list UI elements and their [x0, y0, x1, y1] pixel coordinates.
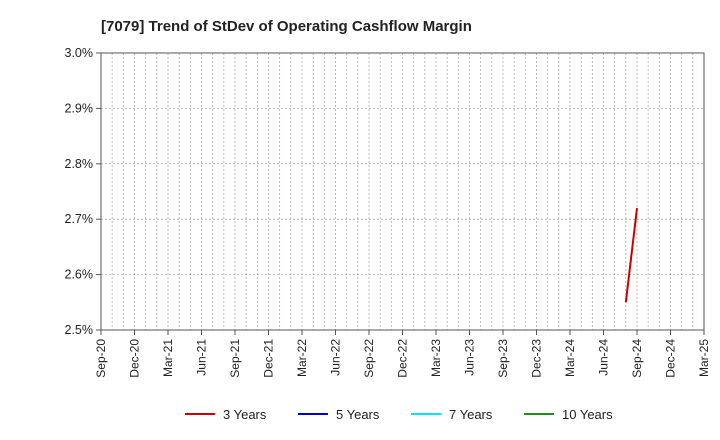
x-tick-label: Jun-21 [195, 339, 209, 376]
y-tick-label: 2.8% [65, 157, 94, 171]
y-tick-label: 2.9% [65, 101, 94, 115]
x-tick-label: Jun-24 [597, 339, 611, 376]
x-tick-label: Mar-21 [161, 339, 175, 377]
x-tick-label: Mar-24 [563, 339, 577, 377]
series-line [624, 208, 638, 303]
y-tick-label: 2.6% [65, 268, 94, 282]
x-tick-label: Jun-22 [329, 339, 343, 376]
legend-label: 7 Years [449, 407, 493, 422]
x-tick-label: Mar-23 [429, 339, 443, 377]
x-tick-label: Jun-23 [463, 339, 477, 376]
legend-label: 10 Years [562, 407, 613, 422]
x-tick-label: Dec-24 [664, 339, 678, 378]
x-axis: Sep-20 Dec-20 Mar-21 Jun-21 Sep-21 Dec-21 Mar-… [94, 330, 711, 378]
x-tick-label: Dec-23 [530, 339, 544, 378]
x-tick-label: Sep-21 [228, 339, 242, 378]
x-tick-label: Sep-24 [630, 339, 644, 378]
legend-label: 3 Years [223, 407, 267, 422]
legend: 3 Years 5 Years 7 Years 10 Years [185, 407, 613, 422]
y-tick-label: 2.5% [65, 323, 94, 337]
series-lines [624, 208, 638, 303]
legend-label: 5 Years [336, 407, 380, 422]
y-tick-label: 3.0% [65, 46, 94, 60]
grid [101, 53, 704, 330]
x-tick-label: Dec-21 [262, 339, 276, 378]
chart-title: [7079] Trend of StDev of Operating Cashf… [101, 18, 472, 35]
x-tick-label: Dec-20 [128, 339, 142, 378]
x-tick-label: Sep-23 [496, 339, 510, 378]
x-tick-label: Sep-22 [362, 339, 376, 378]
x-tick-label: Dec-22 [396, 339, 410, 378]
y-tick-label: 2.7% [65, 212, 94, 226]
y-axis: 2.5% 2.6% 2.7% 2.8% 2.9% 3.0% [65, 46, 101, 337]
x-tick-label: Mar-22 [295, 339, 309, 377]
x-tick-label: Sep-20 [94, 339, 108, 378]
x-tick-label: Mar-25 [697, 339, 711, 377]
